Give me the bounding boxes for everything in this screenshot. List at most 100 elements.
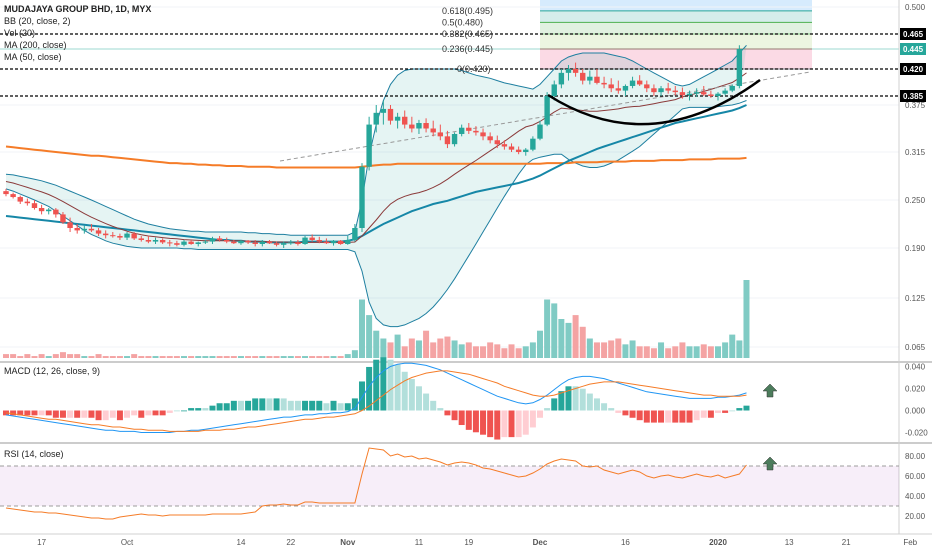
fib-zone-top: [540, 0, 812, 11]
macd-hist-bar: [472, 410, 479, 433]
volume-bar: [650, 348, 657, 358]
macd-hist-bar: [38, 410, 45, 416]
candle-body: [387, 108, 394, 121]
time-label: Feb: [903, 538, 917, 547]
volume-bar: [715, 346, 721, 358]
legend-ma50: MA (50, close): [4, 52, 62, 62]
volume-bar: [216, 356, 223, 358]
macd-tick: 0.020: [905, 385, 926, 394]
candle-body: [608, 84, 614, 89]
macd-hist-bar: [17, 410, 24, 416]
macd-hist-bar: [351, 398, 358, 411]
candle-body: [651, 88, 657, 93]
candle-body: [10, 194, 16, 198]
up-arrow-rsi-icon[interactable]: [762, 456, 778, 471]
macd-hist-bar: [686, 410, 693, 423]
macd-hist-bar: [451, 410, 458, 421]
candle-body: [273, 243, 280, 245]
candle-body: [152, 240, 159, 242]
candle-body: [480, 132, 486, 137]
cup-pattern-drawing[interactable]: [547, 78, 761, 126]
candle-body: [515, 149, 522, 152]
candle-body: [345, 240, 351, 244]
candle-body: [330, 240, 337, 244]
volume-bar: [380, 338, 387, 358]
candle-body: [17, 197, 23, 202]
volume-bar: [67, 354, 74, 358]
macd-hist-bar: [287, 400, 294, 411]
price-label-box: [900, 28, 926, 40]
ma50-line: [5, 104, 747, 244]
volume-bar: [252, 356, 259, 358]
macd-hist-bar: [280, 398, 287, 411]
volume-bar: [472, 346, 479, 358]
volume-bar: [586, 338, 593, 358]
macd-hist-bar: [116, 410, 123, 421]
volume-bar: [145, 356, 152, 358]
up-arrow-macd-icon[interactable]: [762, 383, 778, 398]
macd-hist-bar: [323, 403, 330, 411]
volume-bar: [501, 348, 508, 358]
macd-hist-bar: [650, 410, 657, 423]
volume-bar: [3, 354, 9, 358]
volume-bar: [615, 338, 622, 358]
volume-bar: [195, 356, 202, 358]
volume-bar: [572, 315, 579, 358]
candle-body: [74, 228, 80, 231]
candle-body: [110, 235, 116, 237]
volume-bars: [3, 280, 750, 358]
volume-bar: [743, 280, 750, 358]
candle-body: [316, 240, 322, 242]
price-tick: 0.190: [905, 244, 926, 253]
macd-hist-bar: [643, 410, 650, 423]
rsi-tick: 60.00: [905, 472, 926, 481]
price-label-text: 0.465: [903, 30, 924, 39]
macd-hist-bar: [487, 410, 494, 438]
macd-axis-ticks: 0.040 0.020 0.000 -0.020: [905, 363, 928, 438]
candle-body: [580, 72, 586, 81]
macd-hist-bar: [45, 410, 52, 416]
macd-hist-bar: [444, 410, 451, 416]
macd-hist-bar: [294, 400, 301, 411]
macd-hist-bar: [729, 410, 736, 412]
macd-hist-bar: [273, 398, 280, 411]
candle-body: [302, 237, 308, 244]
volume-bar: [245, 356, 252, 358]
macd-hist-bar: [480, 410, 487, 435]
macd-hist-bar: [74, 410, 81, 418]
volume-bar: [672, 346, 679, 358]
candle-body: [195, 242, 201, 244]
macd-hist-bar: [622, 410, 629, 416]
macd-hist-bar: [544, 408, 551, 411]
candle-body: [288, 242, 294, 244]
macd-hist-bar: [145, 410, 152, 416]
macd-hist-bar: [373, 359, 380, 411]
volume-bar: [24, 354, 31, 358]
price-tick: 0.375: [905, 101, 926, 110]
candle-body: [88, 228, 95, 231]
legend-ma200: MA (200, close): [4, 40, 67, 50]
candle-body: [565, 69, 572, 73]
macd-legend: MACD (12, 26, close, 9): [4, 366, 100, 376]
volume-bar: [522, 346, 529, 358]
macd-hist-bar: [394, 364, 401, 411]
candle-body: [686, 93, 693, 96]
candle-body: [38, 208, 45, 212]
fib-label-2: 0.382(0.465): [442, 29, 493, 39]
macd-tick: 0.040: [905, 363, 926, 372]
volume-bar: [266, 356, 273, 358]
volume-bar: [116, 356, 123, 358]
price-label-text: 0.385: [903, 92, 924, 101]
volume-bar: [451, 340, 458, 358]
volume-bar: [188, 356, 195, 358]
macd-hist-bar: [302, 400, 309, 411]
rsi-tick: 20.00: [905, 512, 926, 521]
volume-bar: [323, 356, 330, 358]
volume-bar: [159, 356, 166, 358]
volume-bar: [124, 356, 131, 358]
volume-bar: [665, 348, 672, 358]
candle-body: [380, 108, 387, 113]
candle-body: [188, 241, 194, 244]
